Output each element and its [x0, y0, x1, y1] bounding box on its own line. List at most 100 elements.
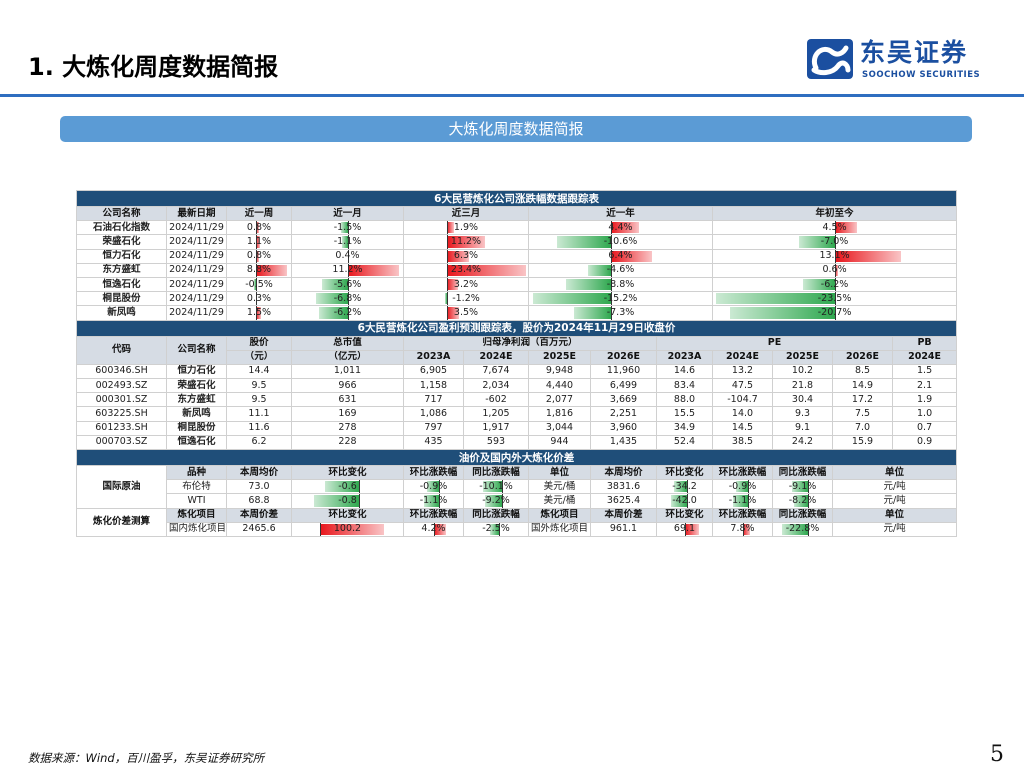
- pe-value: 9.3: [772, 406, 833, 422]
- bar-value: -7.0%: [820, 235, 849, 247]
- bar-value: -15.2%: [603, 292, 638, 304]
- stock-price: 14.4: [226, 363, 292, 380]
- section-title: 6大民营炼化公司盈利预测跟踪表，股价为2024年11月29日收盘价: [75, 319, 958, 337]
- header-row: 公司名称 最新日期 近一周 近一月 近三月 近一年 年初至今: [76, 205, 958, 222]
- wow-pct: 7.8%: [712, 521, 773, 537]
- net-profit: 944: [528, 434, 591, 451]
- col-header: 同比涨跌幅: [463, 464, 529, 481]
- bar-value: -6.8%: [333, 292, 362, 304]
- bar-value: 11.2%: [450, 235, 482, 247]
- ytd-change: -6.2%: [711, 276, 958, 293]
- quarter-change: -1.2%: [403, 291, 529, 307]
- bar-value: 11.2%: [332, 264, 363, 276]
- value-bar: [255, 250, 259, 262]
- bar-axis: [834, 235, 836, 249]
- value-bar: [556, 236, 612, 248]
- pe-value: 14.6: [656, 363, 713, 380]
- net-profit: 593: [463, 434, 529, 451]
- bar-axis: [611, 292, 613, 305]
- bar-value: 6.4%: [608, 250, 633, 262]
- pe-value: 15.5: [656, 406, 713, 422]
- net-profit: 3,960: [590, 420, 657, 436]
- pe-value: 24.2: [772, 434, 833, 451]
- bar-axis: [742, 523, 744, 536]
- bar-axis: [611, 278, 613, 291]
- value-bar: [587, 264, 612, 276]
- value-bar: [314, 495, 359, 507]
- value-bar: [445, 293, 448, 305]
- bar-axis: [808, 523, 810, 536]
- value-bar: [573, 307, 612, 319]
- bar-axis: [687, 494, 689, 508]
- value-bar: [735, 481, 749, 493]
- latest-date: 2024/11/29: [166, 220, 227, 236]
- value-bar: [671, 495, 688, 507]
- company-name: 恒力石化: [76, 248, 167, 264]
- market-cap: 278: [291, 420, 404, 436]
- pb-value: 1.5: [891, 363, 958, 380]
- stock-code: 002493.SZ: [76, 378, 167, 394]
- bar-axis: [687, 480, 689, 493]
- bar-value: -1.1%: [728, 494, 757, 506]
- bar-value: -6.2%: [333, 306, 362, 318]
- bar-axis: [439, 494, 441, 508]
- net-profit: 2,077: [528, 392, 591, 408]
- bar-value: -0.8: [338, 494, 357, 506]
- header-row: 国际原油 品种 本周均价 环比变化 环比涨跌幅 同比涨跌幅 单位 本周均价 环比变化 环比涨跌幅同…: [76, 464, 958, 509]
- value-bar: [318, 307, 348, 319]
- net-profit: 717: [403, 392, 464, 408]
- market-cap: 966: [291, 378, 404, 394]
- year-change: 4.4%: [528, 220, 713, 236]
- bar-axis: [502, 480, 504, 493]
- unit: 美元/桶: [528, 493, 591, 509]
- bar-value: -5.6%: [333, 278, 362, 290]
- section-title-row: 6大民营炼化公司涨跌幅数据跟踪表: [75, 190, 958, 207]
- col-header: 代码: [76, 335, 167, 365]
- col-header: 环比涨跌幅: [712, 464, 773, 481]
- month-change: -5.6%: [291, 276, 404, 293]
- company-logo: 东吴证券 SOOCHOW SECURITIES: [806, 38, 1006, 84]
- year-change: -4.6%: [528, 262, 713, 278]
- month-change: -1.1%: [291, 234, 404, 250]
- col-header: 本周价差: [226, 507, 292, 523]
- section-title-row: 6大民营炼化公司盈利预测跟踪表，股价为2024年11月29日收盘价: [75, 319, 958, 337]
- bar-value: -8.8%: [606, 278, 635, 290]
- value-bar: [447, 222, 454, 234]
- col-header: 炼化项目: [166, 507, 227, 523]
- bar-axis: [808, 494, 810, 508]
- bar-axis: [255, 235, 257, 249]
- quarter-change: 23.4%: [403, 262, 529, 278]
- weekly-avg: 68.8: [226, 493, 292, 509]
- col-header: 环比涨跌幅: [403, 464, 464, 481]
- net-profit: 435: [403, 434, 464, 451]
- col-header: 环比变化: [291, 464, 404, 481]
- bar-value: 0.3%: [246, 292, 272, 304]
- logo-text-cn: 东吴证券: [860, 38, 969, 67]
- month-change: 11.2%: [291, 262, 404, 278]
- value-bar: [781, 523, 809, 535]
- bar-axis: [255, 250, 257, 263]
- wow-pct: -1.1%: [712, 493, 773, 509]
- col-header: 品种: [166, 464, 227, 481]
- table-row: 国内炼化项目 2465.6 100.2 4.2% -2.5% 国外炼化项目 961.1 69.…: [77, 521, 958, 537]
- bar-value: 7.8%: [730, 523, 755, 535]
- pe-value: 38.5: [712, 434, 773, 451]
- bar-axis: [255, 221, 257, 234]
- bar-value: 3.2%: [453, 278, 479, 290]
- col-header: 环比变化: [656, 507, 713, 523]
- net-profit: 7,674: [463, 363, 529, 380]
- bar-axis: [347, 278, 349, 291]
- bar-value: -10.1%: [479, 480, 513, 492]
- col-header: （元）: [226, 349, 292, 365]
- pe-value: 9.1: [772, 420, 833, 436]
- value-bar: [426, 481, 440, 493]
- market-cap: 228: [291, 434, 404, 451]
- unit: 元/吨: [831, 479, 958, 495]
- company-name: 恒逸石化: [76, 276, 167, 293]
- latest-date: 2024/11/29: [166, 234, 227, 250]
- net-profit: 4,440: [528, 378, 591, 394]
- company-name: 恒力石化: [166, 363, 227, 380]
- bar-value: 1.5%: [246, 306, 272, 318]
- table-row: WTI 68.8 -0.8 -1.1% -9.2% 美元/桶 3625.4 -42.0 -1.1…: [77, 493, 958, 509]
- bar-value: -2.5%: [482, 523, 510, 535]
